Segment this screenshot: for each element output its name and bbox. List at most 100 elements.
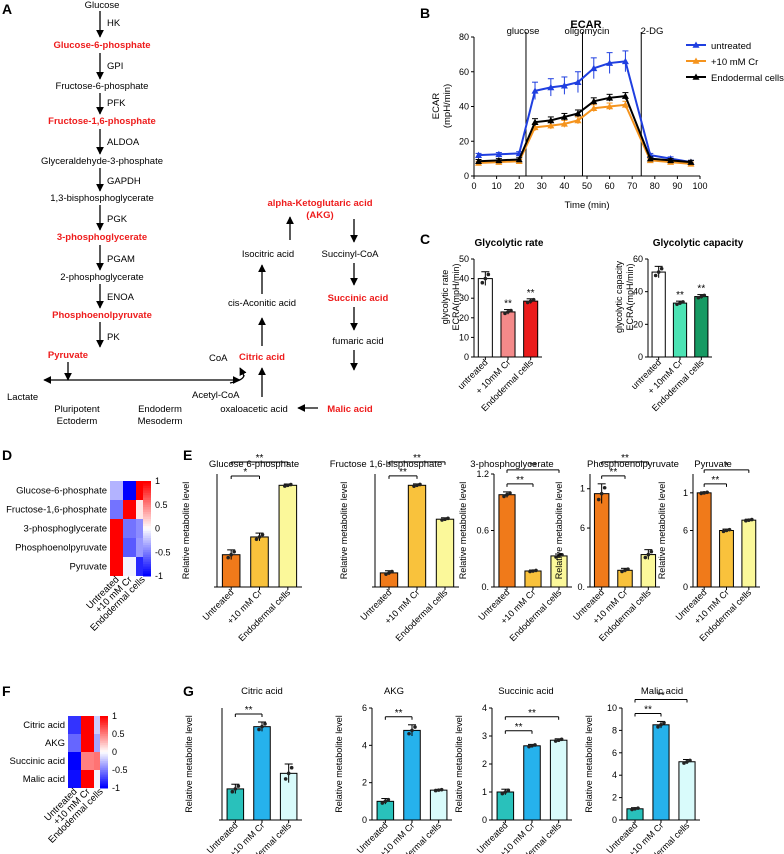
bar-replicate-dot xyxy=(534,568,538,573)
bar-replicate-dot xyxy=(289,482,293,487)
heatmap-scale-step xyxy=(100,752,108,755)
bar-significance: ** xyxy=(527,288,535,299)
bar-replicate-dot xyxy=(528,569,532,574)
heatmap-row-label: Pyruvate xyxy=(70,562,108,573)
bar-replicate-dot xyxy=(727,527,732,532)
bar-1 xyxy=(500,311,516,358)
heatmap-scale-label: 0 xyxy=(155,524,160,534)
heatmap-scale-step xyxy=(100,737,108,740)
arrow-acetyl-coa-curve xyxy=(229,374,245,384)
bar-replicate-dot xyxy=(483,276,488,281)
bar-replicate-dot xyxy=(636,806,640,810)
bar-y-label: Relative metabolite level xyxy=(339,482,349,580)
bar-replicate-dot xyxy=(623,568,627,573)
heatmap-cell xyxy=(123,500,136,519)
ecar-point xyxy=(667,156,675,164)
heatmap-scale-step xyxy=(143,542,151,546)
bar-panel-title: Succinic acid xyxy=(498,686,553,697)
heatmap-scale-step xyxy=(100,777,108,780)
label-endoderm: Endoderm xyxy=(138,404,182,415)
bar-replicate-dot xyxy=(530,744,534,748)
enzyme-hk: HK xyxy=(107,18,121,29)
heatmap-scale-step xyxy=(143,481,151,484)
ecar-y-tick-label: 40 xyxy=(459,102,469,112)
heatmap-cell xyxy=(110,500,123,519)
heatmap-scale-step xyxy=(100,741,108,744)
panel-letter-b: B xyxy=(420,5,430,21)
bar-replicate-dot xyxy=(440,518,444,522)
bar-replicate-dot xyxy=(685,759,689,764)
heatmap-scale-step xyxy=(143,519,151,522)
panel-letter-a: A xyxy=(2,1,12,17)
heatmap-scale-step xyxy=(100,786,108,789)
bar-y-tick-label: 0 xyxy=(482,815,487,825)
ecar-point xyxy=(590,64,598,72)
sig-bracket-label: ** xyxy=(413,453,421,464)
bar-replicate-dot xyxy=(232,550,236,554)
sig-bracket-label: ** xyxy=(245,705,253,716)
bar-replicate-dot xyxy=(633,807,637,811)
bar-replicate-dot xyxy=(418,482,422,487)
panel-letter-f: F xyxy=(2,683,11,699)
bar-replicate-dot xyxy=(656,725,660,729)
ecar-point xyxy=(560,120,568,127)
bar-y-tick-label: 2 xyxy=(612,793,617,803)
heatmap-scale-step xyxy=(100,759,108,762)
ecar-x-tick-label: 10 xyxy=(492,181,502,191)
sig-bracket-label: ** xyxy=(657,690,665,701)
bar-replicate-dot xyxy=(260,532,265,537)
bar-y-tick-label: 0 xyxy=(638,352,643,362)
legend-marker xyxy=(692,57,700,64)
heatmap-row-label: Fructose-1,6-phosphate xyxy=(6,505,107,516)
heatmap-scale-step xyxy=(100,723,108,726)
bar-replicate-dot xyxy=(384,572,388,576)
ecar-point xyxy=(515,155,523,163)
bar-replicate-dot xyxy=(439,787,444,792)
heatmap-scale-step xyxy=(143,535,151,539)
bar-replicate-dot xyxy=(533,743,537,747)
bar-replicate-dot xyxy=(678,301,682,305)
injection-oligomycin: oligomycin xyxy=(565,26,610,37)
ecar-point xyxy=(547,122,555,129)
heatmap-scale-step xyxy=(100,761,108,764)
heatmap-scale-label: 0 xyxy=(112,747,117,757)
heatmap-scale-step xyxy=(143,516,151,520)
bar-replicate-dot xyxy=(407,731,411,736)
panel-letter-c: C xyxy=(420,231,430,247)
ecar-point xyxy=(475,151,483,158)
ecar-line-2 xyxy=(478,94,692,164)
bar-1 xyxy=(253,726,271,821)
bar-y-tick-label: 6 xyxy=(683,526,688,536)
enzyme-aldoa: ALDOA xyxy=(107,137,140,148)
heatmap-cell xyxy=(81,770,94,788)
heatmap-cell xyxy=(110,538,123,557)
metabolite-bpg: 1,3-bisphosphoglycerate xyxy=(50,193,154,204)
bar-replicate-dot xyxy=(702,491,706,495)
heatmap-scale-step xyxy=(100,784,108,787)
heatmap-scale-step xyxy=(100,764,108,767)
bar-replicate-dot xyxy=(699,294,704,299)
heatmap-scale-step xyxy=(100,753,108,757)
bar-replicate-dot xyxy=(688,758,692,763)
ecar-point xyxy=(560,113,568,120)
bar-replicate-dot xyxy=(502,494,506,499)
heatmap-cell xyxy=(81,752,94,770)
heatmap-cell xyxy=(110,557,123,576)
metabolite-cis-aconitic: cis-Aconitic acid xyxy=(228,298,296,309)
heatmap-scale-step xyxy=(143,490,151,494)
bar-2 xyxy=(678,761,696,821)
metabolite-citric: Citric acid xyxy=(239,352,285,363)
bar-replicate-dot xyxy=(643,555,648,560)
bar-replicate-dot xyxy=(528,299,533,303)
heatmap-scale-step xyxy=(143,514,151,518)
ecar-legend: untreated +10 mM Cr Endodermal cells xyxy=(686,41,784,84)
heatmap-scale-step xyxy=(100,716,108,719)
heatmap-scale-step xyxy=(143,554,151,558)
heatmap-scale-step xyxy=(143,566,151,570)
bar-panel-title: 3-phosphoglycerate xyxy=(470,459,553,470)
bar-replicate-dot xyxy=(656,270,661,274)
bar-replicate-dot xyxy=(675,302,679,307)
label-coa: CoA xyxy=(209,353,228,364)
